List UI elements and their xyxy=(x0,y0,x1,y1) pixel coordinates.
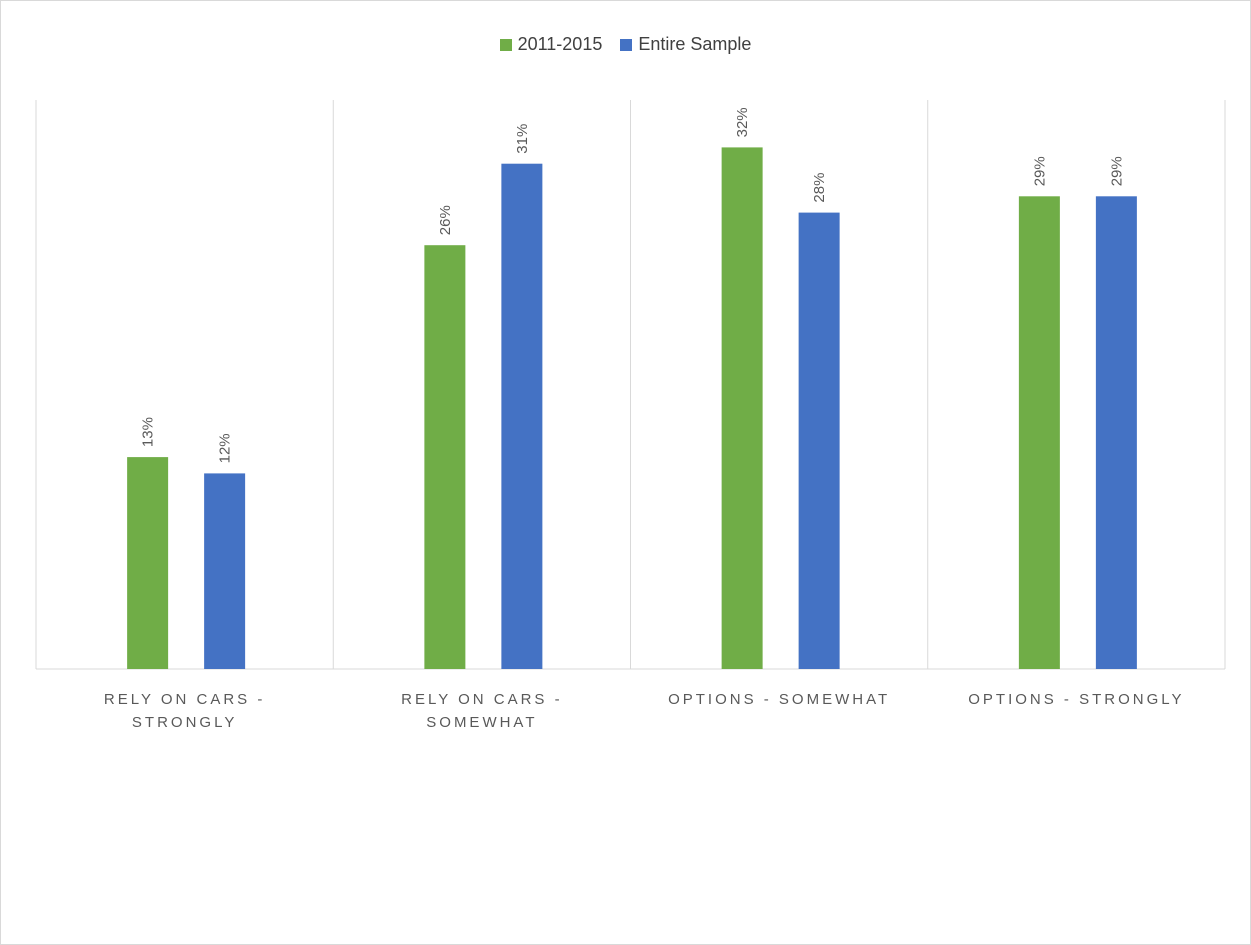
data-label: 29% xyxy=(1031,156,1048,186)
bar-series-2 xyxy=(1095,196,1137,670)
data-label: 12% xyxy=(217,433,234,463)
category-label: RELY ON CARS - xyxy=(401,691,562,708)
category-label: RELY ON CARS - xyxy=(104,691,265,708)
data-label: 29% xyxy=(1108,156,1125,186)
bar-series-2 xyxy=(501,163,543,669)
category-label: SOMEWHAT xyxy=(426,714,537,731)
data-label: 31% xyxy=(514,124,531,154)
bar-series-1 xyxy=(721,147,763,669)
legend-label-series-1: 2011-2015 xyxy=(517,34,603,54)
legend: 2011-2015 Entire Sample xyxy=(0,34,1251,55)
bar-series-2 xyxy=(798,212,840,669)
legend-item-series-2: Entire Sample xyxy=(620,34,751,55)
data-label: 13% xyxy=(140,417,157,447)
bar-series-2 xyxy=(204,473,246,669)
data-label: 32% xyxy=(734,107,751,137)
category-label: STRONGLY xyxy=(132,714,237,731)
legend-label-series-2: Entire Sample xyxy=(638,34,752,54)
legend-item-series-1: 2011-2015 xyxy=(499,34,603,55)
bar-series-1 xyxy=(424,245,466,669)
category-label: OPTIONS - STRONGLY xyxy=(968,691,1184,708)
data-label: 28% xyxy=(811,173,828,203)
category-label: OPTIONS - SOMEWHAT xyxy=(668,691,890,708)
bar-series-1 xyxy=(127,457,169,669)
data-label: 26% xyxy=(437,205,454,235)
legend-swatch-series-2 xyxy=(620,38,633,51)
legend-swatch-series-1 xyxy=(499,38,512,51)
bar-series-1 xyxy=(1018,196,1060,670)
